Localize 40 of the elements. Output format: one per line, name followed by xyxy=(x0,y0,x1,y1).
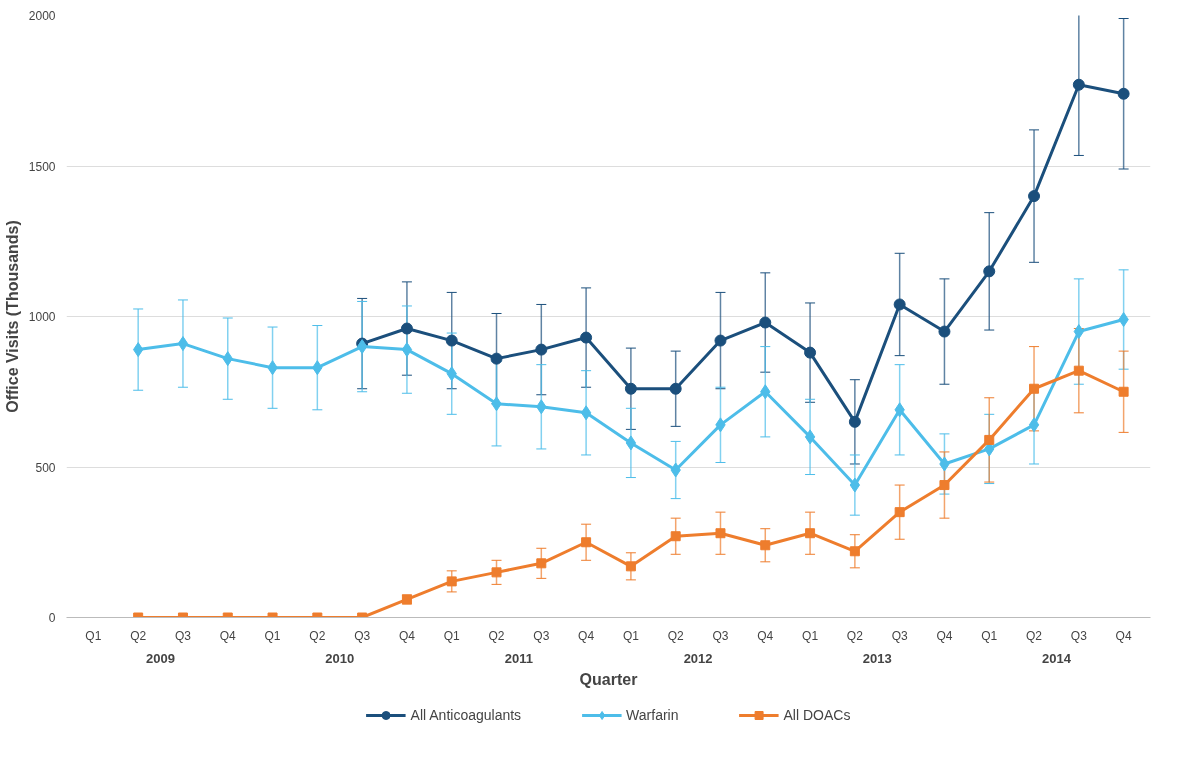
text: 2011 xyxy=(504,650,534,666)
text: 2012 xyxy=(683,650,713,666)
x-tick-label: Q2 xyxy=(846,628,864,643)
x-tick-label: Q1 xyxy=(802,628,819,643)
x-tick-label: Q3 xyxy=(533,628,550,643)
x-tick-label: Q4 xyxy=(398,628,416,643)
y-tick-label: 0 xyxy=(48,611,56,625)
x-tick-label: Q4 xyxy=(936,628,953,643)
text: 2010 xyxy=(325,650,355,666)
x-tick-label: Q3 xyxy=(891,628,908,643)
y-tick-label: 2000 xyxy=(28,9,56,23)
x-tick-label: Q2 xyxy=(130,628,147,643)
text: 2013 xyxy=(862,650,892,666)
legend-label: All Anticoagulants xyxy=(410,707,522,723)
x-tick-label: Q1 xyxy=(622,628,640,643)
x-tick-label: Q4 xyxy=(578,628,595,643)
text: 2009 xyxy=(146,650,176,666)
legend-label: Warfarin xyxy=(626,707,679,723)
x-tick-label: Q2 xyxy=(667,628,685,643)
x-tick-label: Q3 xyxy=(1070,628,1088,643)
x-tick-label: Q2 xyxy=(1026,628,1043,643)
y-tick-label: 1500 xyxy=(28,159,56,174)
x-tick-label: Q3 xyxy=(354,628,371,643)
x-tick-label: Q4 xyxy=(219,628,237,643)
x-tick-label: Q1 xyxy=(264,628,281,643)
x-tick-label: Q3 xyxy=(712,628,729,643)
x-tick-label: Q4 xyxy=(757,628,774,643)
x-tick-label: Q2 xyxy=(488,628,505,643)
x-tick-label: Q1 xyxy=(443,628,461,643)
x-tick-label: Q3 xyxy=(174,628,192,643)
legend-label: All DOACs xyxy=(783,707,851,723)
x-axis-title: Quarter xyxy=(579,670,638,688)
x-tick-label: Q1 xyxy=(85,628,102,643)
y-axis-title: Office Visits (Thousands) xyxy=(3,220,21,413)
y-tick-label: 500 xyxy=(35,460,56,475)
x-tick-label: Q2 xyxy=(309,628,326,643)
y-tick-label: 1000 xyxy=(28,310,56,324)
text: 2014 xyxy=(1041,650,1072,666)
x-tick-label: Q1 xyxy=(981,628,998,643)
x-tick-label: Q4 xyxy=(1115,628,1132,643)
